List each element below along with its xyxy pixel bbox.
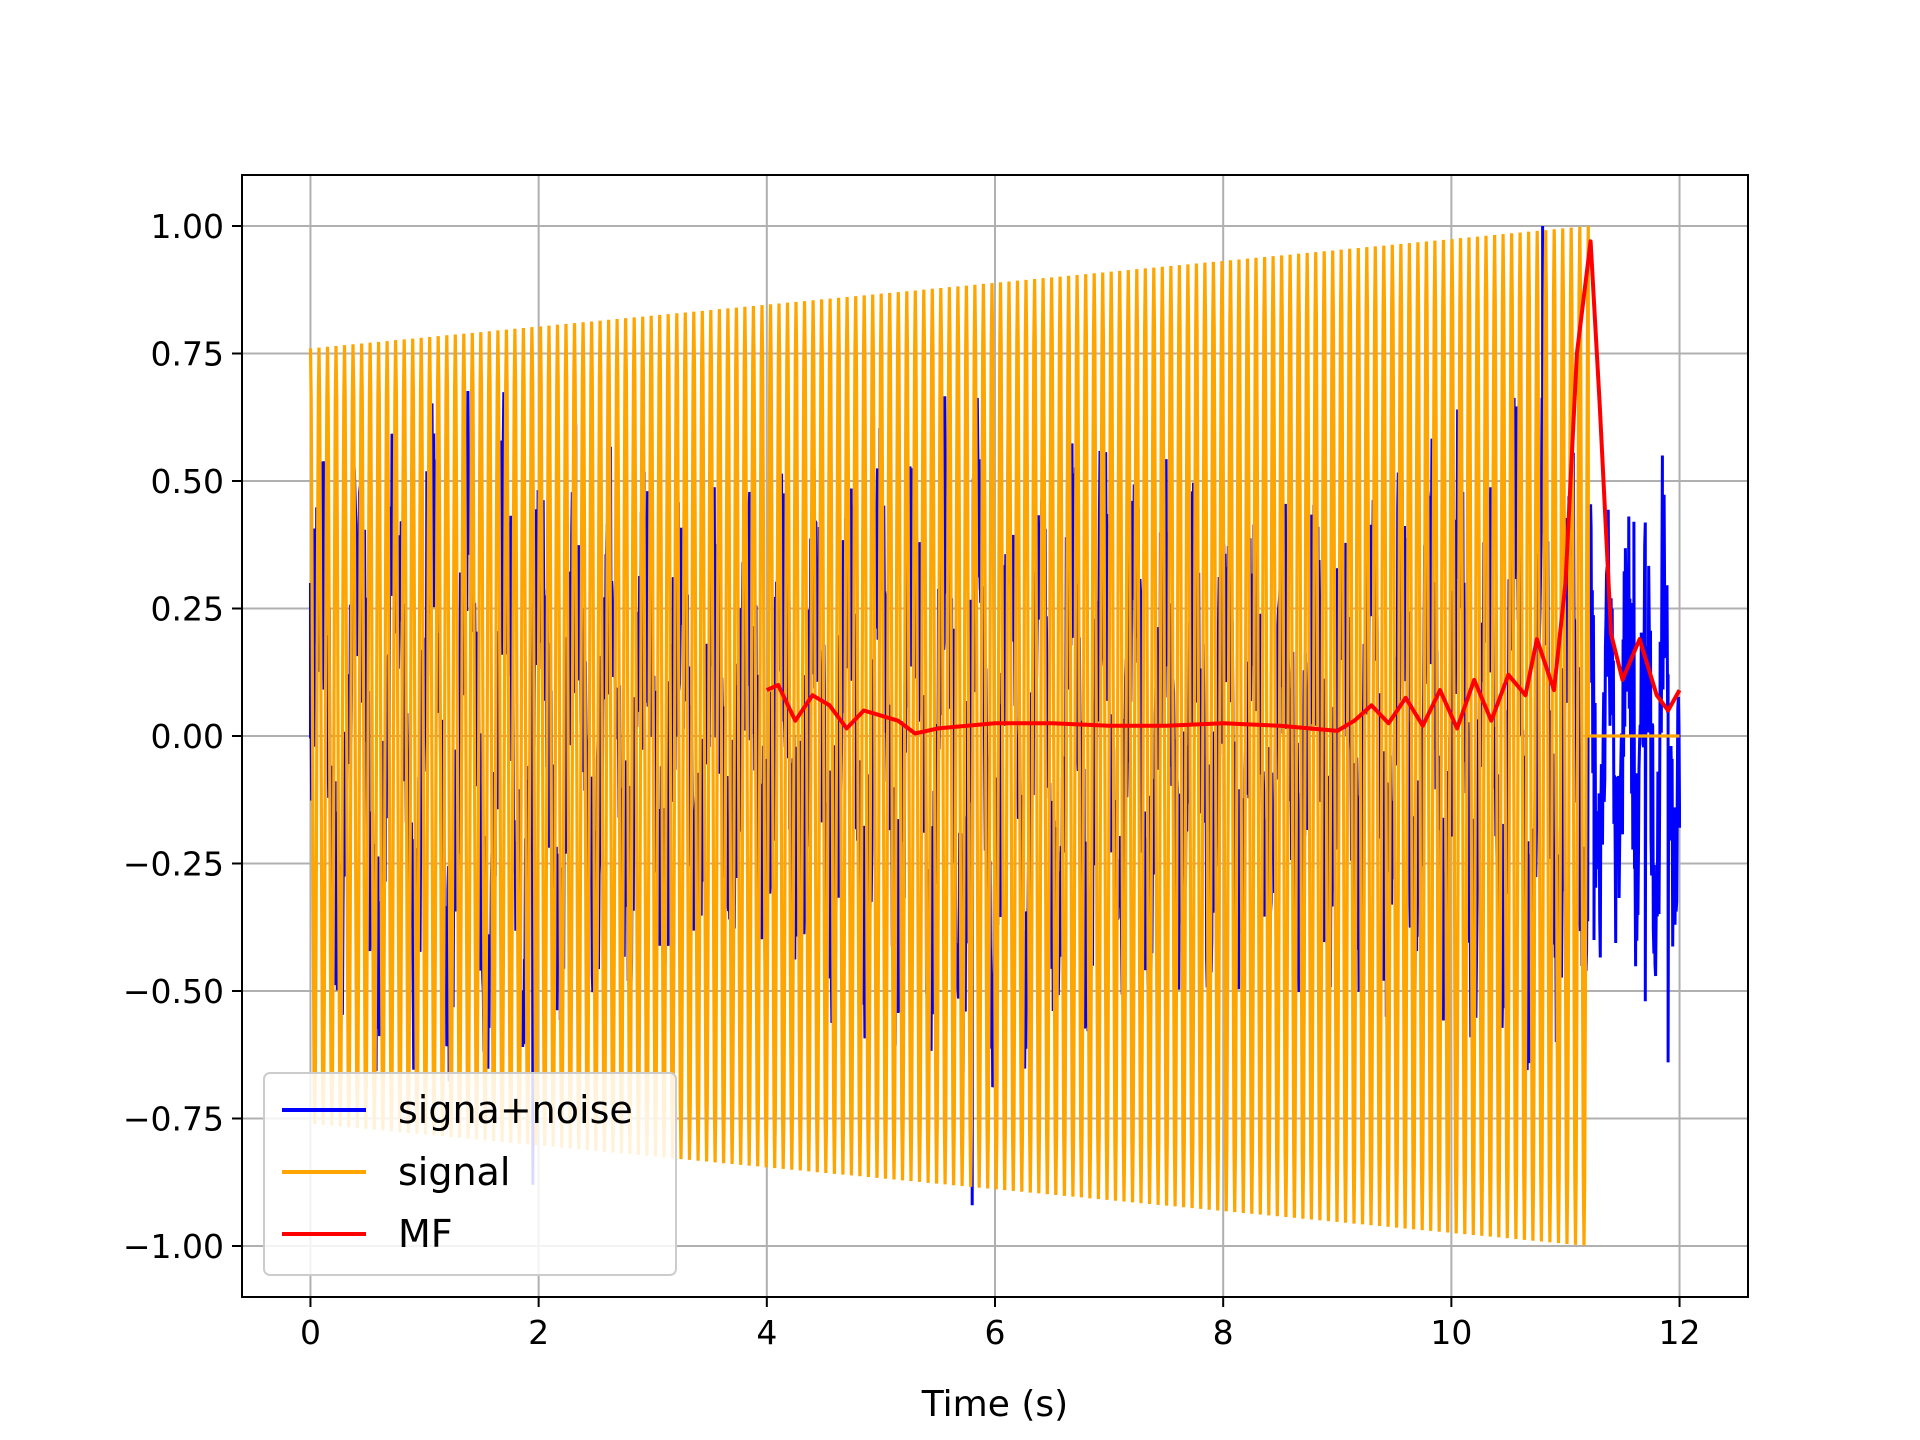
y-tick-label: 0.00 xyxy=(151,717,224,756)
x-axis-label: Time (s) xyxy=(921,1384,1068,1425)
legend-box xyxy=(263,1072,677,1276)
ticks: 0 2 4 6 8 10 12 1.00 0.75 0.50 0.25 0.00 −0.25 −0.50 −… xyxy=(123,207,1701,1352)
legend-label: MF xyxy=(398,1212,453,1256)
x-tick-label: 12 xyxy=(1659,1313,1701,1352)
y-tick-label: −0.75 xyxy=(123,1100,224,1139)
y-tick-label: 0.50 xyxy=(151,462,224,501)
x-tick-label: 4 xyxy=(756,1313,777,1352)
y-tick-label: −1.00 xyxy=(123,1227,224,1266)
legend: signa+noise signal MF xyxy=(263,1072,677,1276)
x-tick-label: 8 xyxy=(1213,1313,1234,1352)
x-tick-label: 10 xyxy=(1430,1313,1472,1352)
y-tick-label: −0.25 xyxy=(123,845,224,884)
x-tick-label: 0 xyxy=(300,1313,321,1352)
legend-label: signal xyxy=(398,1150,510,1194)
series-mf-line xyxy=(765,239,1682,736)
y-tick-label: −0.50 xyxy=(123,972,224,1011)
y-tick-label: 1.00 xyxy=(151,207,224,246)
x-tick-label: 2 xyxy=(528,1313,549,1352)
x-tick-label: 6 xyxy=(985,1313,1006,1352)
y-tick-label: 0.25 xyxy=(151,590,224,629)
series-signal-line xyxy=(308,225,1680,1246)
legend-label: signa+noise xyxy=(398,1088,633,1132)
series-layer xyxy=(308,225,1682,1246)
y-tick-label: 0.75 xyxy=(151,335,224,374)
